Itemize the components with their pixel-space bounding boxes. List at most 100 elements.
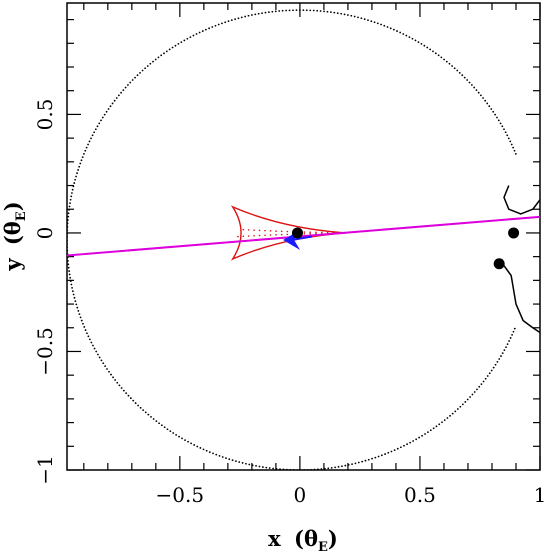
critical-curve-dot xyxy=(371,457,373,460)
critical-curve-dot xyxy=(231,459,234,462)
critical-curve-dot xyxy=(399,31,402,34)
critical-curve-dot xyxy=(75,303,78,306)
critical-curve-dot xyxy=(237,17,240,20)
critical-curve-dot xyxy=(221,456,224,458)
critical-curve-dot xyxy=(377,455,380,458)
critical-curve-dot xyxy=(367,458,370,461)
caustic-dot xyxy=(315,232,317,235)
critical-curve-dot xyxy=(490,369,493,372)
critical-curve-dot xyxy=(228,458,231,461)
critical-curve-dot xyxy=(456,69,459,72)
critical-curve-dot xyxy=(507,137,510,140)
critical-curve-dot xyxy=(86,332,88,335)
critical-curve-dot xyxy=(449,414,451,417)
critical-curve-dot xyxy=(82,322,84,325)
critical-curve-dot xyxy=(402,33,405,35)
critical-curve-dot xyxy=(261,466,264,468)
critical-curve-dot xyxy=(215,453,218,456)
critical-curve-dot xyxy=(409,441,412,444)
critical-curve-dot xyxy=(503,349,506,352)
critical-curve-dot xyxy=(68,273,71,276)
critical-curve-dot xyxy=(341,465,343,468)
critical-curve-dot xyxy=(69,198,72,201)
critical-curve-dot xyxy=(435,425,438,428)
critical-curve-dot xyxy=(95,350,98,353)
critical-curve-dot xyxy=(302,9,305,12)
critical-curve-dot xyxy=(453,67,456,70)
caustic-curve xyxy=(230,205,346,261)
critical-curve-dot xyxy=(347,463,350,466)
critical-curve-dot xyxy=(71,188,74,191)
critical-curve-dot xyxy=(278,10,281,12)
critical-curve-dot xyxy=(74,178,77,181)
critical-curve-dot xyxy=(310,468,312,470)
critical-curve-dot xyxy=(76,172,78,175)
critical-curve-dot xyxy=(116,381,119,384)
critical-curve-dot xyxy=(353,15,356,18)
critical-curve-dot xyxy=(389,27,392,30)
critical-curve-dot xyxy=(478,385,481,388)
critical-curve-dot xyxy=(67,229,69,232)
critical-curve-dot xyxy=(281,9,284,12)
critical-curve-dot xyxy=(443,58,445,61)
critical-curve-dot xyxy=(512,330,515,333)
critical-curve-dot xyxy=(512,146,515,149)
critical-curve-dot xyxy=(330,466,333,469)
caustic-dot xyxy=(315,231,317,234)
critical-curve-dot xyxy=(141,69,144,72)
critical-curve-dot xyxy=(257,12,260,15)
critical-curve-dot xyxy=(463,76,466,79)
critical-curve-dot xyxy=(90,137,92,140)
critical-curve-dot xyxy=(224,21,227,24)
critical-curve-dot xyxy=(323,10,325,13)
critical-curve-dot xyxy=(67,263,70,266)
critical-curve-dot xyxy=(118,94,120,97)
critical-curve-dot xyxy=(84,329,87,331)
critical-curve-dot xyxy=(511,333,513,336)
caustic-dot xyxy=(309,231,311,233)
critical-curve-dot xyxy=(411,37,414,40)
critical-curve-dot xyxy=(105,110,108,113)
critical-curve-dot xyxy=(67,232,68,235)
critical-curve-dot xyxy=(432,50,434,53)
critical-curve-dot xyxy=(178,435,180,438)
critical-curve-dot xyxy=(327,467,330,470)
critical-curve-dot xyxy=(438,423,441,426)
critical-curve-dot xyxy=(261,12,263,15)
critical-curve-dot xyxy=(255,464,257,467)
critical-curve-dot xyxy=(396,447,399,450)
critical-curve-dot xyxy=(405,34,408,37)
critical-curve-dot xyxy=(139,406,142,409)
critical-curve-dot xyxy=(245,462,247,465)
image-tracks xyxy=(498,185,540,334)
critical-curve-dot xyxy=(150,415,152,418)
critical-curve-dot xyxy=(501,352,504,355)
critical-curve-dot xyxy=(357,461,360,464)
critical-curve-dot xyxy=(73,296,76,299)
critical-curve-dot xyxy=(78,313,81,316)
critical-curve-dot xyxy=(70,195,73,198)
critical-curve-dot xyxy=(134,76,136,79)
critical-curve-dot xyxy=(466,398,469,401)
critical-curve-dot xyxy=(88,338,91,341)
critical-curve-dot xyxy=(205,449,208,452)
critical-curve-dot xyxy=(451,412,454,415)
critical-curve-dot xyxy=(292,469,295,470)
critical-curve-dot xyxy=(158,422,160,425)
critical-curve-dot xyxy=(471,393,474,396)
critical-curve-dot xyxy=(370,20,373,23)
critical-curve-dot xyxy=(152,60,154,63)
caustic-dot xyxy=(286,233,289,236)
caustic-dot xyxy=(253,234,255,237)
critical-curve-dot xyxy=(230,19,233,22)
critical-curve-dot xyxy=(492,110,495,113)
critical-curve-dot xyxy=(484,377,487,380)
critical-curve-dot xyxy=(274,10,277,13)
lens-point xyxy=(493,258,505,270)
critical-curve-dot xyxy=(168,48,171,51)
critical-curve-dot xyxy=(136,74,139,77)
critical-curve-dot xyxy=(414,39,417,42)
critical-curve-dot xyxy=(186,37,189,40)
critical-curve-dot xyxy=(101,116,104,119)
critical-curve-dot xyxy=(93,131,96,134)
